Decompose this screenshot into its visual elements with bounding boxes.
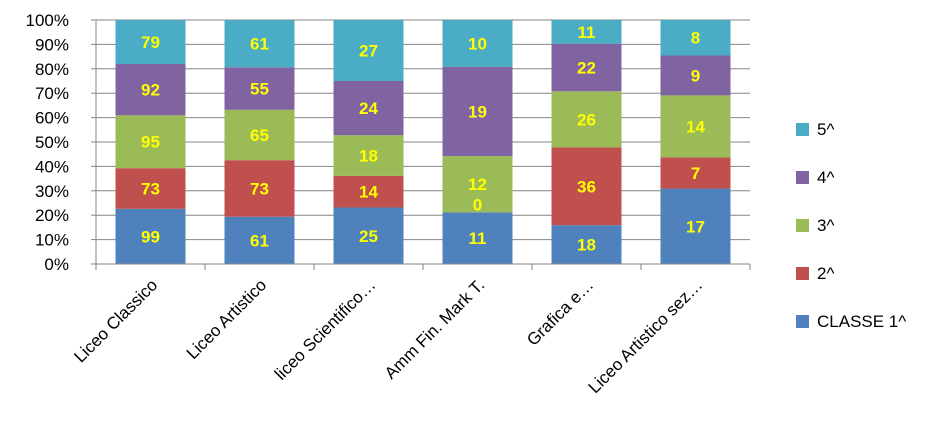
data-label: 11	[469, 229, 487, 248]
bar-segment	[333, 207, 404, 264]
category-label: liceo Scientifico…	[271, 275, 379, 383]
data-label: 79	[141, 33, 160, 52]
data-label: 61	[250, 231, 269, 250]
data-label: 22	[577, 59, 596, 78]
bar-segment	[333, 135, 404, 176]
bar-segment	[224, 109, 295, 161]
y-tick-label: 30%	[35, 182, 69, 201]
bar-segment	[224, 67, 295, 110]
bar-segment	[551, 91, 622, 148]
y-tick-label: 90%	[35, 35, 69, 54]
data-label: 25	[359, 227, 378, 246]
legend: 5^ 4^ 3^ 2^ CLASSE 1^	[796, 120, 906, 331]
bar-segment	[660, 188, 731, 264]
category-label: Grafica e…	[523, 275, 597, 349]
bar-segment	[660, 157, 731, 189]
data-label: 61	[250, 35, 269, 54]
data-label: 14	[359, 183, 378, 202]
y-tick-label: 0%	[44, 255, 69, 274]
bar-segment	[660, 20, 731, 56]
data-label: 27	[359, 42, 378, 61]
bar-segment	[551, 20, 622, 44]
gridlines	[96, 19, 750, 241]
legend-swatch	[796, 267, 809, 280]
y-tick-label: 40%	[35, 157, 69, 176]
data-label: 92	[141, 81, 160, 100]
data-label: 8	[691, 29, 700, 48]
y-tick-label: 50%	[35, 133, 69, 152]
data-label: 26	[577, 110, 596, 129]
legend-label: 3^	[817, 216, 834, 235]
legend-label: 2^	[817, 264, 834, 283]
data-label: 36	[577, 177, 596, 196]
bar-segment	[551, 225, 622, 264]
bar-segment	[115, 208, 186, 264]
data-labels: 9973959279617365556125141824271101219101…	[141, 23, 705, 255]
bar-segment	[333, 81, 404, 136]
legend-swatch	[796, 219, 809, 232]
category-label: Liceo Artistico sez…	[585, 275, 707, 397]
data-label: 7	[691, 164, 700, 183]
bar-segment	[442, 20, 513, 67]
bar-segment	[551, 43, 622, 92]
data-label: 17	[686, 217, 705, 236]
data-label: 11	[578, 23, 596, 42]
bar-segment	[442, 156, 513, 213]
y-tick-label: 60%	[35, 109, 69, 128]
bar-segment	[115, 168, 186, 209]
data-label: 73	[250, 179, 269, 198]
y-tick-label: 20%	[35, 206, 69, 225]
legend-swatch	[796, 171, 809, 184]
bar-segment	[442, 66, 513, 157]
legend-label: 4^	[817, 168, 834, 187]
data-label: 18	[359, 147, 378, 166]
data-label: 19	[468, 103, 487, 122]
bar-segment	[115, 115, 186, 169]
bar-segment	[333, 175, 404, 208]
legend-label: 5^	[817, 120, 834, 139]
category-label: Amm Fin. Mark T.	[381, 275, 488, 382]
data-label: 95	[141, 133, 160, 152]
bar-segment	[224, 20, 295, 68]
data-label: 99	[141, 227, 160, 246]
data-label: 18	[577, 236, 596, 255]
data-label: 65	[250, 126, 269, 145]
y-tick-label: 80%	[35, 60, 69, 79]
y-tick-label: 100%	[26, 11, 69, 30]
legend-label: CLASSE 1^	[817, 312, 906, 331]
category-label: Liceo Artistico	[183, 275, 271, 363]
y-tick-label: 10%	[35, 231, 69, 250]
bar-segment	[660, 55, 731, 96]
bar-segment	[442, 212, 513, 264]
bar-segment	[333, 20, 404, 81]
data-label: 0	[473, 195, 482, 214]
y-tick-label: 70%	[35, 84, 69, 103]
bar-segment	[224, 160, 295, 217]
bar-segment	[660, 95, 731, 158]
bars	[115, 20, 731, 264]
y-axis: 0% 10% 20% 30% 40% 50% 60% 70% 80% 90% 100%	[26, 11, 97, 274]
bar-segment	[224, 216, 295, 264]
data-label: 10	[468, 34, 487, 53]
data-label: 14	[686, 117, 705, 136]
data-label: 73	[141, 180, 160, 199]
data-label: 55	[250, 80, 269, 99]
legend-swatch	[796, 315, 809, 328]
bar-segment	[551, 147, 622, 226]
x-axis: Liceo Classico Liceo Artistico liceo Scien…	[70, 263, 751, 397]
category-label: Liceo Classico	[70, 275, 161, 366]
data-label: 12	[468, 175, 487, 194]
bar-segment	[115, 64, 186, 116]
data-label: 9	[691, 66, 700, 85]
data-label: 24	[359, 99, 378, 118]
bar-segment	[115, 20, 186, 65]
legend-swatch	[796, 123, 809, 136]
